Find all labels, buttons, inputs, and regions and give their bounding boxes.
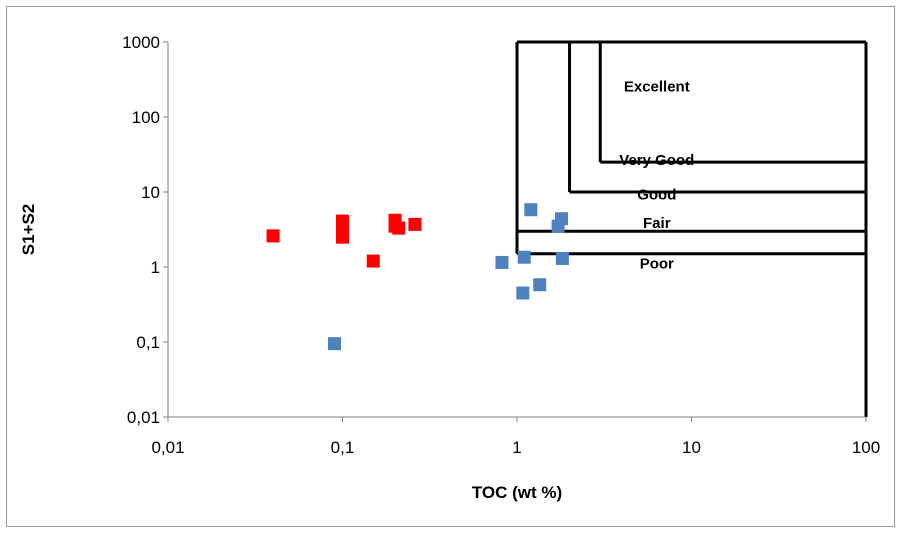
y-tick-label: 0,01 xyxy=(127,408,160,427)
data-point-marker xyxy=(408,217,422,231)
data-point-marker xyxy=(366,254,380,268)
zone-label: Fair xyxy=(643,215,671,232)
x-tick-label: 0,1 xyxy=(331,438,355,457)
y-tick-labels: 0,01 0,1 1 10 100 1000 xyxy=(122,33,160,427)
x-axis-title: TOC (wt %) xyxy=(472,483,562,502)
data-point-marker xyxy=(495,255,509,269)
data-point-marker xyxy=(336,230,349,244)
data-point-marker xyxy=(533,278,547,292)
x-tick-label: 0,01 xyxy=(151,438,184,457)
data-point-marker xyxy=(517,250,531,264)
data-point-marker xyxy=(516,286,530,300)
x-tick-labels: 0,01 0,1 1 10 100 xyxy=(151,438,880,457)
zone-label: Excellent xyxy=(624,78,690,95)
zone-label: Good xyxy=(637,186,676,203)
data-point-marker xyxy=(266,229,280,243)
chart-frame xyxy=(6,6,895,527)
data-point-marker xyxy=(524,203,538,217)
data-point-marker xyxy=(392,221,406,235)
y-tick-label: 10 xyxy=(141,183,160,202)
axes xyxy=(163,41,867,422)
y-tick-label: 1000 xyxy=(122,33,160,52)
data-points xyxy=(266,203,569,351)
zone-label: Very Good xyxy=(619,152,694,169)
y-axis-title: S1+S2 xyxy=(19,204,38,256)
data-point-marker xyxy=(555,251,569,265)
data-point-marker xyxy=(336,220,349,234)
y-tick-label: 0,1 xyxy=(136,333,160,352)
x-tick-label: 10 xyxy=(682,438,701,457)
data-point-marker xyxy=(328,337,342,351)
zone-label: Poor xyxy=(640,256,674,273)
zone-boundaries xyxy=(515,40,868,417)
y-tick-label: 1 xyxy=(151,258,160,277)
y-tick-label: 100 xyxy=(132,108,160,127)
x-tick-label: 1 xyxy=(512,438,521,457)
x-tick-label: 100 xyxy=(852,438,880,457)
data-point-marker xyxy=(555,212,569,226)
zone-labels: Excellent Very Good Good Fair Poor xyxy=(619,78,694,272)
